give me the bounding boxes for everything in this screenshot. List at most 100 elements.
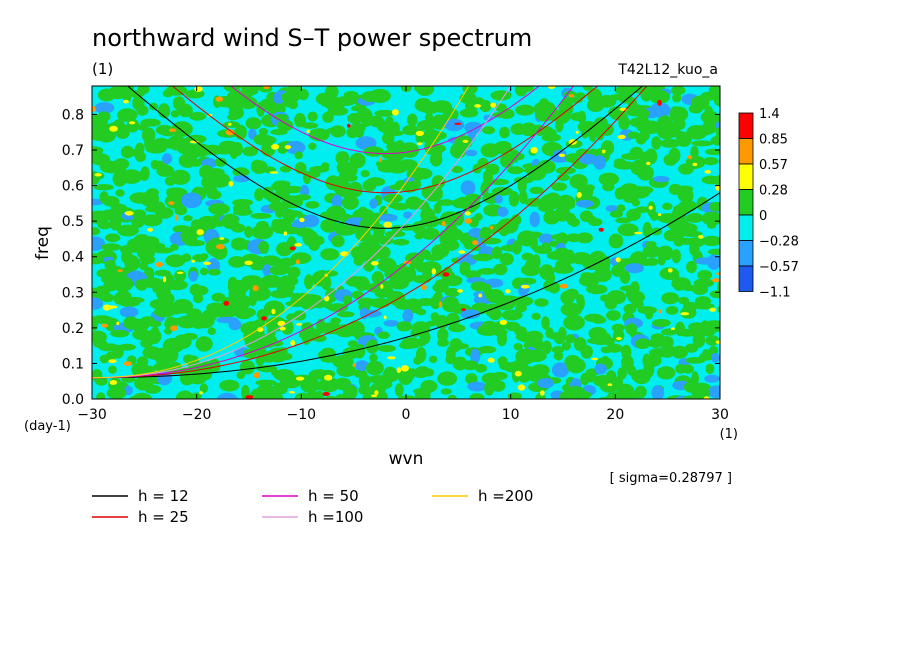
field-blob bbox=[527, 165, 547, 181]
field-blob bbox=[437, 328, 449, 342]
field-hotspot bbox=[228, 181, 234, 187]
field-blob bbox=[507, 166, 524, 175]
field-blob bbox=[613, 161, 636, 170]
field-hotspot bbox=[347, 123, 351, 128]
field-blob bbox=[709, 290, 720, 299]
x-tick-label: 30 bbox=[711, 407, 729, 423]
field-blob bbox=[611, 323, 625, 332]
colorbar-label: 1.4 bbox=[759, 107, 780, 122]
field-blob bbox=[717, 280, 720, 293]
field-blob bbox=[465, 98, 478, 114]
field-blob bbox=[707, 254, 720, 270]
field-blob bbox=[682, 364, 694, 374]
field-blob bbox=[692, 283, 709, 295]
field-blob bbox=[174, 269, 187, 282]
field-blob bbox=[413, 371, 428, 378]
field-blob bbox=[115, 189, 125, 197]
field-blob bbox=[618, 115, 630, 130]
field-blob bbox=[415, 308, 427, 316]
legend-item: h = 50 bbox=[262, 487, 359, 505]
field-blob bbox=[171, 121, 193, 137]
field-blob bbox=[140, 174, 149, 181]
field-blob bbox=[263, 274, 282, 288]
field-blob bbox=[605, 205, 619, 212]
legend-label: h = 50 bbox=[308, 487, 359, 505]
field-blob bbox=[213, 145, 235, 155]
field-blob bbox=[711, 352, 720, 363]
field-blob bbox=[108, 365, 117, 374]
field-hotspot bbox=[431, 268, 436, 275]
field-blob bbox=[392, 203, 409, 211]
field-blob bbox=[263, 300, 285, 316]
field-blob bbox=[448, 324, 466, 333]
field-hotspot bbox=[123, 361, 132, 367]
field-blob bbox=[140, 191, 160, 207]
field-blob bbox=[587, 272, 609, 280]
field-hotspot bbox=[191, 259, 195, 263]
field-blob bbox=[320, 275, 332, 291]
field-hotspot bbox=[219, 237, 225, 240]
field-blob bbox=[423, 254, 444, 261]
field-hotspot bbox=[261, 316, 267, 321]
field-blob bbox=[320, 248, 340, 261]
field-blob bbox=[232, 208, 253, 216]
field-hotspot bbox=[295, 259, 300, 265]
colorbar-swatch bbox=[738, 163, 754, 190]
field-blob bbox=[97, 220, 112, 230]
field-blob bbox=[223, 121, 240, 128]
field-blob bbox=[617, 367, 627, 380]
field-blob bbox=[624, 263, 644, 274]
field-blob bbox=[565, 288, 579, 300]
field-blob bbox=[119, 306, 139, 318]
field-hotspot bbox=[458, 250, 466, 254]
field-blob bbox=[263, 390, 284, 399]
field-blob bbox=[141, 214, 163, 227]
field-blob bbox=[577, 110, 587, 124]
run-label: T42L12_kuo_a bbox=[617, 62, 718, 78]
field-hotspot bbox=[438, 301, 443, 308]
field-blob bbox=[635, 135, 647, 145]
field-hotspot bbox=[658, 213, 662, 217]
field-hotspot bbox=[396, 367, 402, 374]
field-blob bbox=[432, 282, 449, 293]
field-blob bbox=[401, 372, 415, 381]
field-blob bbox=[135, 279, 148, 291]
field-blob bbox=[148, 320, 162, 328]
field-hotspot bbox=[215, 96, 224, 102]
field-blob bbox=[650, 211, 659, 221]
field-blob bbox=[110, 329, 129, 338]
field-blob bbox=[591, 316, 607, 324]
field-hotspot bbox=[715, 340, 720, 344]
field-blob bbox=[144, 384, 161, 394]
field-blob bbox=[464, 270, 481, 279]
field-blob bbox=[96, 392, 106, 399]
field-blob bbox=[642, 245, 661, 258]
field-blob bbox=[460, 309, 481, 320]
field-blob bbox=[671, 86, 686, 96]
field-blob bbox=[488, 308, 502, 321]
field-hotspot bbox=[680, 312, 690, 316]
field-hotspot bbox=[576, 192, 582, 198]
field-blob bbox=[92, 236, 106, 251]
field-blob bbox=[174, 205, 188, 216]
field-blob bbox=[423, 187, 443, 202]
field-blob bbox=[596, 125, 605, 141]
field-blob bbox=[383, 130, 404, 137]
field-blob bbox=[216, 392, 238, 399]
field-blob bbox=[249, 286, 271, 301]
field-blob bbox=[475, 363, 487, 373]
field-blob bbox=[469, 393, 485, 399]
field-blob bbox=[100, 293, 115, 303]
field-blob bbox=[230, 237, 248, 251]
field-blob bbox=[717, 305, 720, 314]
field-blob bbox=[578, 153, 598, 165]
field-hotspot bbox=[421, 284, 427, 291]
field-blob bbox=[648, 338, 664, 348]
field-blob bbox=[651, 136, 662, 150]
field-blob bbox=[255, 379, 277, 386]
dispersion-curves bbox=[92, 86, 720, 379]
field-blob bbox=[305, 201, 320, 209]
field-blob bbox=[253, 319, 266, 329]
field-blob bbox=[407, 113, 418, 127]
field-blob bbox=[671, 345, 689, 359]
